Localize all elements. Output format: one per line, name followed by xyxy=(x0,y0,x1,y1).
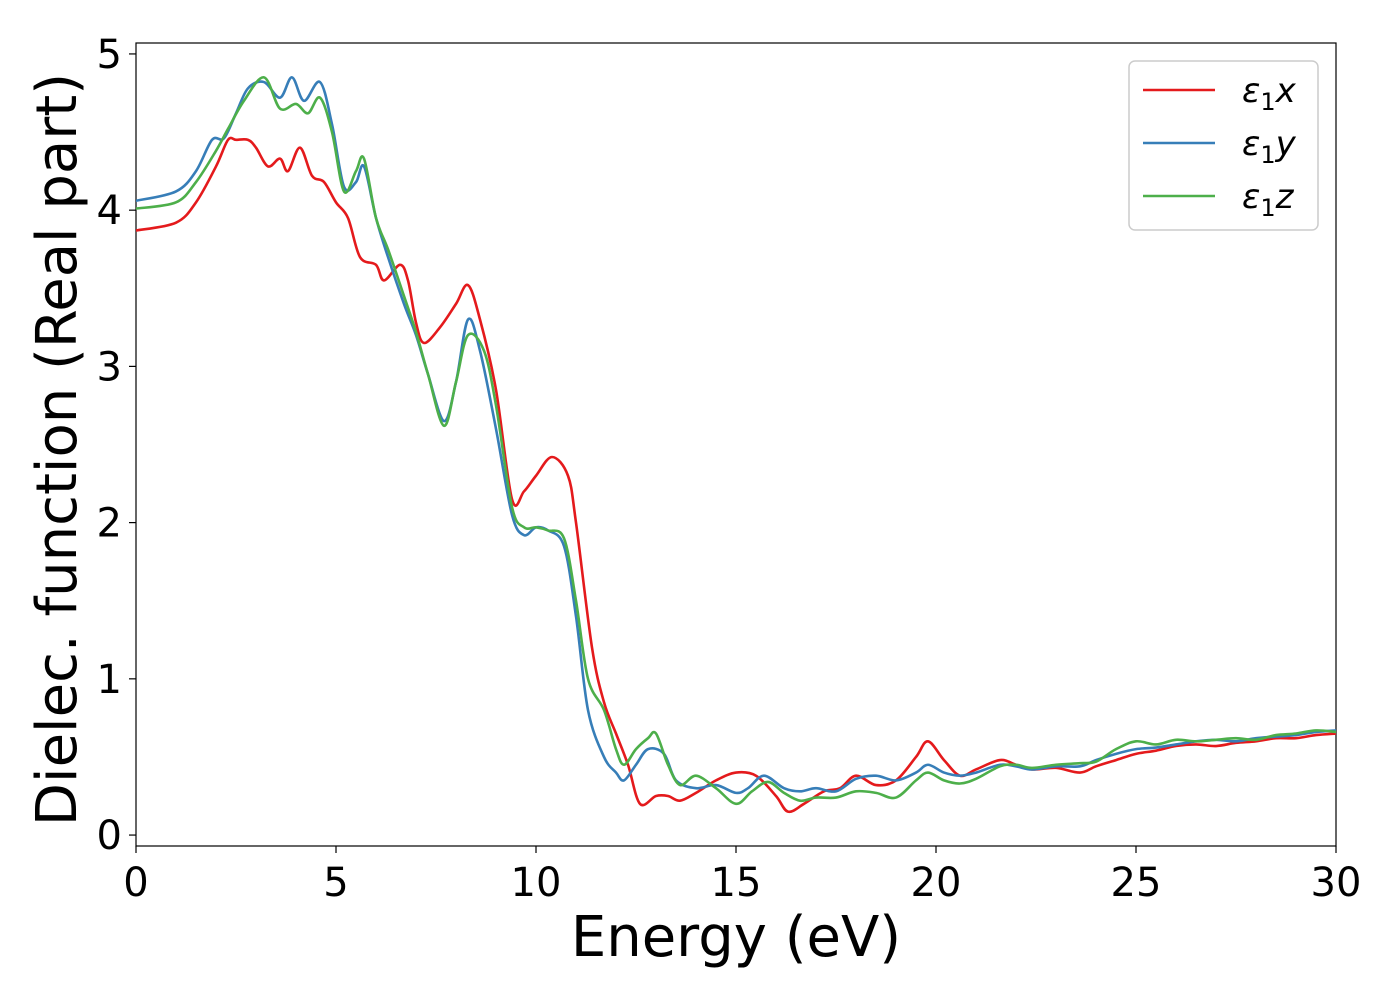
y-tick-label: 2 xyxy=(97,501,122,547)
legend: ε1x ε1y ε1z xyxy=(1128,60,1319,231)
legend-items: ε1x ε1y ε1z xyxy=(1143,71,1297,222)
series-line-x xyxy=(136,136,1336,814)
y-tick-label: 4 xyxy=(97,188,122,234)
legend-item-y: ε1y xyxy=(1143,124,1297,169)
legend-item-z: ε1z xyxy=(1143,177,1295,222)
legend-item-x: ε1x xyxy=(1143,71,1297,116)
y-tick-label: 5 xyxy=(97,32,122,78)
x-axis-title: Energy (eV) xyxy=(571,905,901,970)
x-axis-ticks: 0 5 10 15 20 25 30 xyxy=(123,846,1361,906)
legend-label: ε1x xyxy=(1242,71,1297,116)
series-line-z xyxy=(136,76,1336,806)
y-tick-label: 0 xyxy=(97,813,122,859)
x-tick-label: 15 xyxy=(711,860,762,906)
legend-label: ε1z xyxy=(1242,177,1295,222)
y-axis-title: Dielec. function (Real part) xyxy=(25,73,90,826)
x-tick-label: 30 xyxy=(1311,860,1362,906)
x-tick-label: 10 xyxy=(511,860,562,906)
x-tick-label: 0 xyxy=(123,860,148,906)
x-tick-label: 5 xyxy=(323,860,348,906)
y-axis-ticks: 0 1 2 3 4 5 xyxy=(97,32,136,859)
series-layer xyxy=(136,76,1336,814)
y-tick-label: 1 xyxy=(97,657,122,703)
legend-box xyxy=(1128,60,1319,231)
x-tick-label: 25 xyxy=(1111,860,1162,906)
x-tick-label: 20 xyxy=(911,860,962,906)
y-tick-label: 3 xyxy=(97,344,122,390)
legend-label: ε1y xyxy=(1242,124,1297,169)
